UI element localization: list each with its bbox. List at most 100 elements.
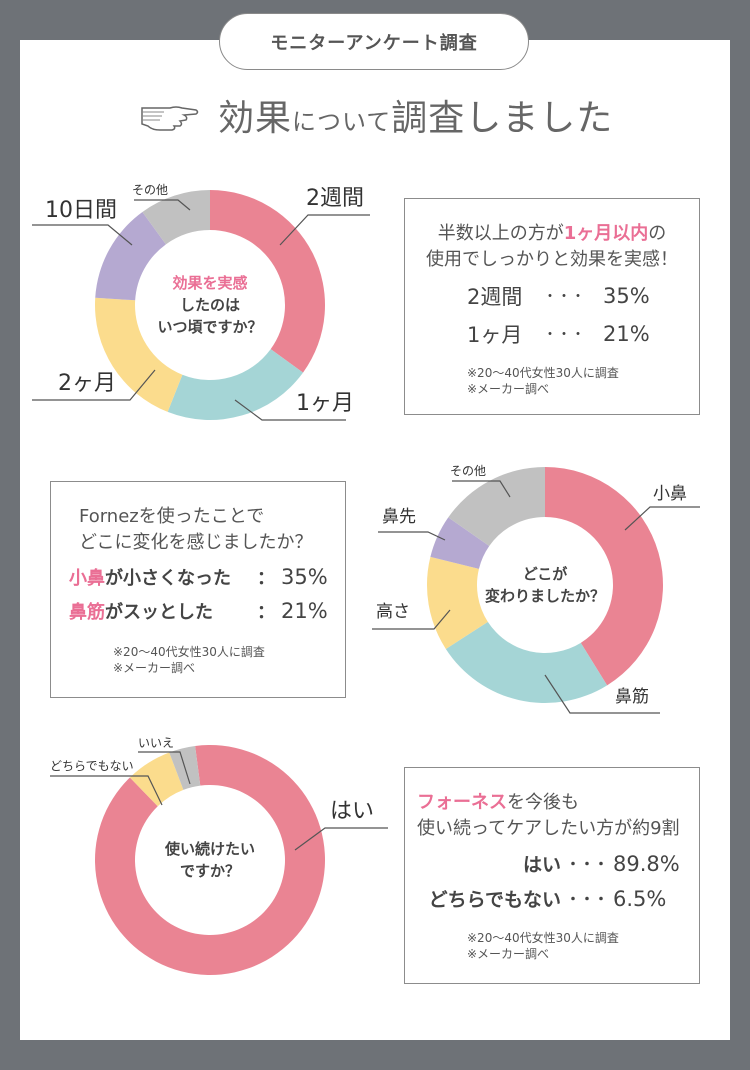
center-label: 効果を実感 — [172, 274, 247, 292]
box2-row-highlight: 小鼻 — [69, 568, 105, 589]
box3-lead: フォーネスを今後も 使い続ってケアしたい方が約9割 — [405, 790, 699, 842]
title-part-effect: 効果 — [218, 98, 293, 139]
box2-row-rest: がスッとした — [105, 602, 213, 623]
box3-note2: ※メーカー調べ — [467, 947, 550, 961]
leader-line — [624, 506, 700, 531]
box3-row: どちらでもない ・・・ 6.5% — [405, 885, 699, 912]
center-label: したのは — [180, 296, 240, 314]
donut-segment — [129, 752, 184, 807]
box2-row-sep: ： — [257, 602, 275, 623]
leader-line — [372, 609, 451, 630]
box2-row: 小鼻が小さくなった ： 35% — [69, 564, 345, 590]
box2-row: 鼻筋がスッとした ： 21% — [69, 598, 345, 624]
leader-line — [50, 775, 163, 806]
donut-segment — [445, 621, 608, 703]
box3-line1-post: を今後も — [507, 792, 579, 813]
box3-notes: ※20～40代女性30人に調査 ※メーカー調べ — [405, 930, 699, 962]
segment-label: 高さ — [376, 602, 410, 622]
box1-line1-highlight: 1ヶ月以内 — [563, 223, 649, 244]
box1-line1-post: の — [648, 223, 667, 244]
box3-row-value: 89.8% — [613, 851, 680, 876]
box1-note1: ※20～40代女性30人に調査 — [467, 366, 619, 380]
box3-rows: はい ・・・ 89.8% どちらでもない ・・・ 6.5% — [405, 850, 699, 912]
box3-line1-highlight: フォーネス — [417, 792, 507, 813]
segment-label: はい — [330, 799, 374, 824]
result-box-change: Fornezを使ったことで どこに変化を感じましたか？ 小鼻が小さくなった ： … — [50, 481, 346, 698]
title-part-about: について — [292, 108, 392, 136]
segment-label: 鼻筋 — [615, 687, 649, 707]
segment-label: 2週間 — [306, 186, 364, 211]
segment-label: その他 — [132, 183, 168, 197]
badge-label: モニターアンケート調査 — [270, 32, 478, 54]
box1-row-label: 1ヶ月 — [467, 323, 523, 347]
leader-line — [138, 751, 191, 785]
center-label: どこが — [523, 565, 569, 583]
box1-row-label: 2週間 — [467, 285, 523, 309]
donut-segment — [95, 297, 183, 412]
box1-notes: ※20～40代女性30人に調査 ※メーカー調べ — [405, 365, 699, 397]
box2-row-value: 21% — [281, 599, 328, 623]
box2-lead: Fornezを使ったことで どこに変化を感じましたか？ — [51, 504, 345, 556]
segment-label: 10日間 — [45, 198, 117, 223]
leader-line — [32, 369, 156, 401]
segment-label: その他 — [450, 464, 486, 478]
leader-line — [452, 480, 511, 498]
box3-row-dots: ・・・ — [566, 891, 608, 908]
box3-row-label: はい — [522, 854, 561, 876]
box1-row-value: 21% — [603, 322, 650, 346]
donut-segment — [210, 190, 325, 373]
donut-segment — [94, 745, 325, 975]
segment-label: 鼻先 — [382, 507, 416, 527]
box3-line2: 使い続ってケアしたい方が約9割 — [417, 818, 680, 839]
leader-line — [234, 399, 346, 421]
segment-label: 1ヶ月 — [296, 391, 354, 416]
donut-segment — [448, 467, 545, 547]
box1-lead: 半数以上の方が1ヶ月以内の 使用でしっかりと効果を実感！ — [405, 221, 699, 273]
box2-line2: どこに変化を感じましたか？ — [79, 532, 313, 553]
box1-row-dots: ・・・ — [543, 327, 585, 343]
center-label: 使い続けたい — [164, 840, 255, 858]
box2-notes: ※20～40代女性30人に調査 ※メーカー調べ — [51, 644, 345, 676]
box2-rows: 小鼻が小さくなった ： 35% 鼻筋がスッとした ： 21% — [51, 564, 345, 624]
donut-segment — [427, 556, 488, 649]
leader-line — [279, 214, 370, 246]
donut-segment — [430, 517, 490, 569]
leader-line — [294, 827, 388, 851]
page-title: 効果について調査しました — [140, 90, 620, 140]
box2-row-rest: が小さくなった — [105, 568, 231, 589]
box3-row-label: どちらでもない — [428, 889, 561, 911]
segment-label: 小鼻 — [653, 484, 687, 504]
leader-line — [544, 674, 660, 714]
leader-line — [32, 224, 133, 246]
box1-row: 1ヶ月 ・・・ 21% — [405, 319, 699, 349]
box2-row-sep: ： — [257, 568, 275, 589]
box3-row-value: 6.5% — [613, 886, 667, 911]
box1-line1-pre: 半数以上の方が — [437, 223, 564, 244]
box3-row-dots: ・・・ — [566, 856, 608, 873]
box1-row: 2週間 ・・・ 35% — [405, 281, 699, 311]
donut-segment — [142, 190, 210, 245]
box1-row-value: 35% — [603, 284, 650, 308]
box3-row: はい ・・・ 89.8% — [405, 850, 699, 877]
title-part-survey: 調査しました — [391, 98, 614, 139]
result-box-timing: 半数以上の方が1ヶ月以内の 使用でしっかりと効果を実感！ 2週間 ・・・ 35%… — [404, 198, 700, 415]
title-text: 効果について調査しました — [218, 89, 613, 141]
segment-label: いいえ — [138, 736, 174, 750]
center-label: いつ頃ですか？ — [157, 318, 262, 336]
result-box-continue: フォーネスを今後も 使い続ってケアしたい方が約9割 はい ・・・ 89.8% ど… — [404, 767, 700, 984]
segment-label: 2ヶ月 — [58, 371, 116, 396]
pointing-hand-icon — [141, 106, 199, 131]
box2-note2: ※メーカー調べ — [113, 661, 196, 675]
box1-rows: 2週間 ・・・ 35% 1ヶ月 ・・・ 21% — [405, 281, 699, 349]
segment-label: どちらでもない — [50, 759, 134, 773]
donut-segment — [167, 349, 304, 420]
box1-note2: ※メーカー調べ — [467, 382, 550, 396]
center-label: 変わりましたか？ — [485, 587, 605, 605]
survey-badge: モニターアンケート調査 — [219, 13, 529, 70]
box1-line2: 使用でしっかりと効果を実感！ — [426, 249, 678, 270]
box2-line1: Fornezを使ったことで — [79, 506, 265, 527]
leader-line — [378, 531, 446, 541]
